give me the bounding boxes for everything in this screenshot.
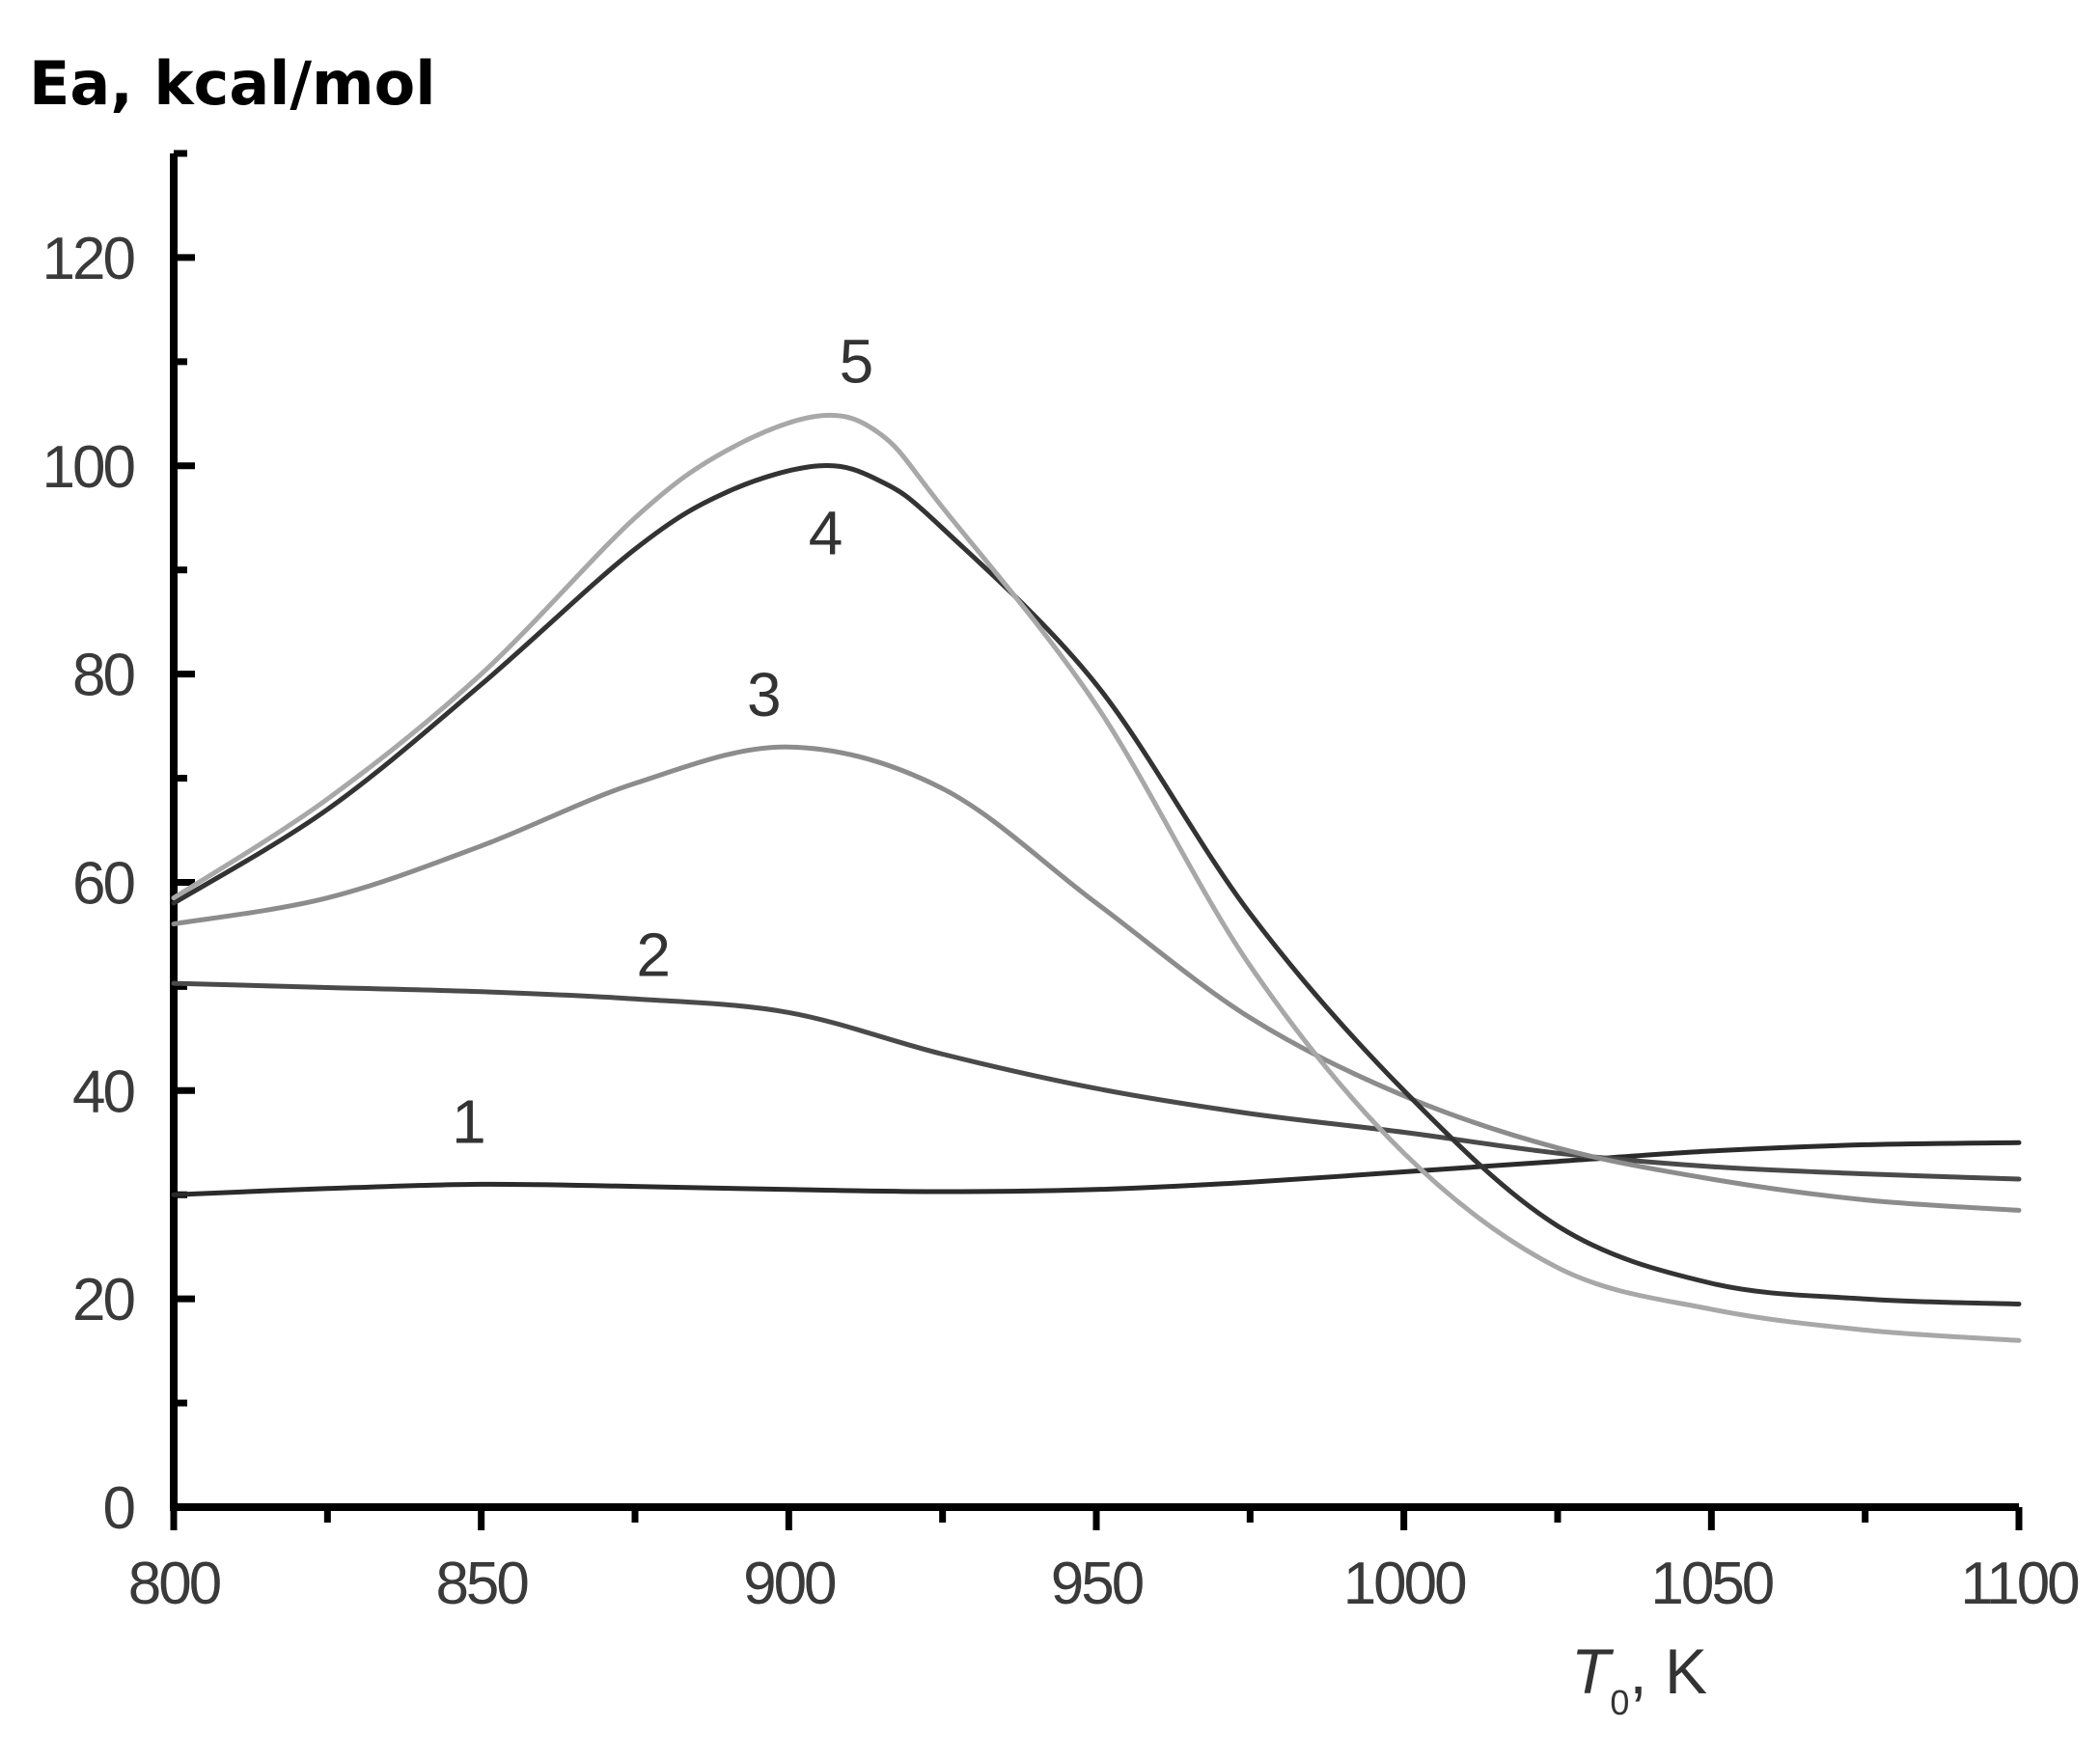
labels-layer: 1 2 3 4 5: [452, 326, 873, 1156]
x-tick-label: 950: [1051, 1551, 1144, 1617]
series-1-label: 1: [452, 1086, 486, 1156]
series-5-label: 5: [840, 326, 874, 396]
x-tick-label: 1000: [1343, 1551, 1466, 1617]
series-4-line: [171, 463, 2022, 1306]
x-tick-label: 850: [435, 1551, 528, 1617]
y-tick-label: 60: [72, 850, 134, 917]
x-tick-label: 900: [743, 1551, 836, 1617]
series-2-line: [171, 980, 2022, 1182]
axes: 0 20 40 60 80 100 120 800 850 900 950 1000 1050 1100: [42, 150, 2082, 1617]
series-4-label: 4: [809, 499, 843, 568]
series-1-line: [171, 1140, 2022, 1197]
y-axis-title: Ea, kcal/mol: [29, 48, 436, 119]
series-layer: [171, 412, 2022, 1343]
x-axis-subscript: 0: [1610, 1683, 1629, 1722]
x-tick-label: 1050: [1650, 1551, 1773, 1617]
x-tick-label: 1100: [1960, 1551, 2079, 1617]
series-3-line: [171, 744, 2022, 1213]
series-2-label: 2: [636, 920, 671, 990]
series-5-line: [171, 412, 2022, 1343]
y-tick-label: 20: [72, 1267, 134, 1333]
y-tick-label: 100: [42, 434, 135, 501]
x-axis-symbol: T: [1571, 1635, 1615, 1707]
y-tick-label: 40: [72, 1058, 134, 1125]
series-3-label: 3: [747, 660, 782, 729]
x-axis-unit: , K: [1629, 1635, 1707, 1707]
y-tick-label: 0: [103, 1475, 135, 1542]
x-tick-label: 800: [128, 1551, 221, 1617]
y-tick-label: 120: [42, 226, 135, 292]
x-axis-title: T0, K: [1571, 1635, 1707, 1722]
y-tick-label: 80: [72, 643, 134, 709]
